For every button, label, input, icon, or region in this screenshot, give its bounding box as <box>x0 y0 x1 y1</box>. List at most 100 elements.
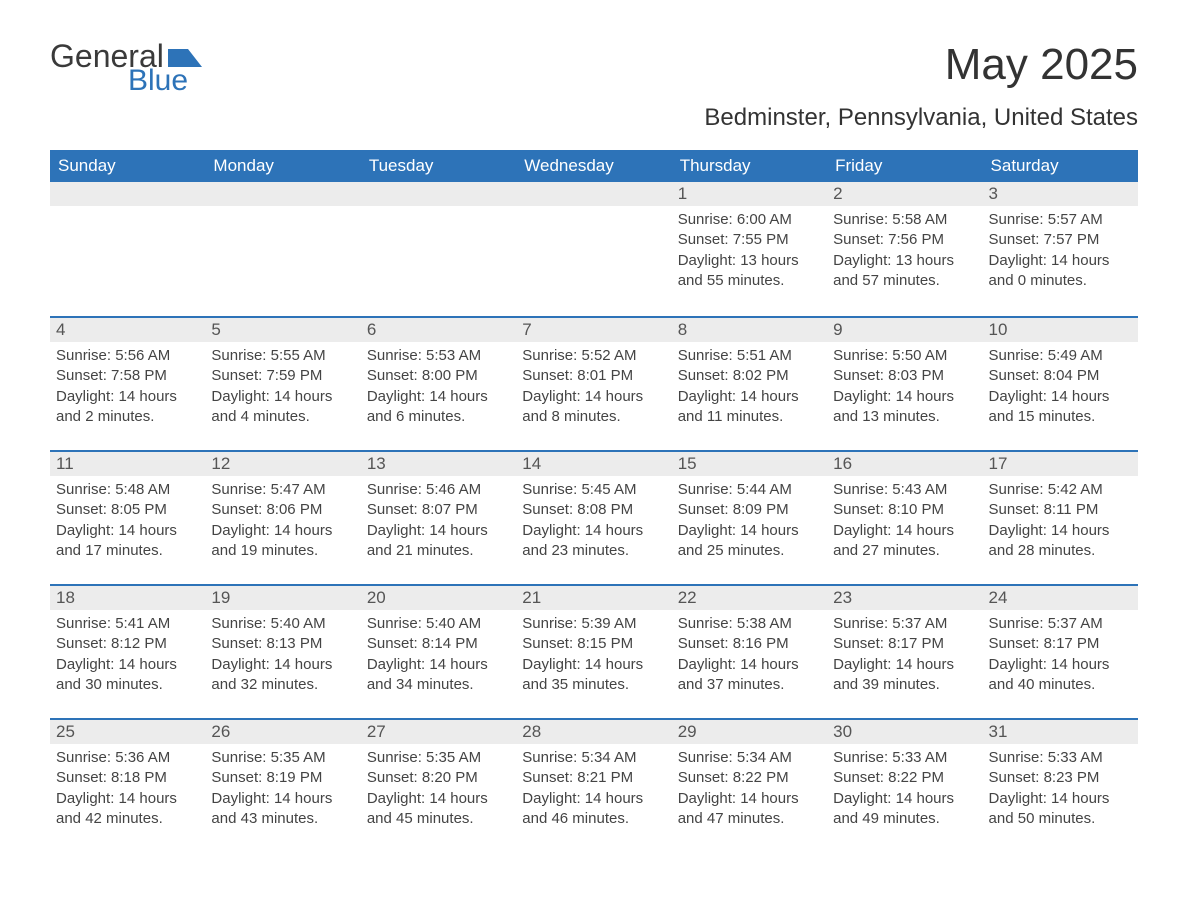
empty-day <box>50 182 205 206</box>
sunset-line: Sunset: 8:16 PM <box>678 634 821 654</box>
sunset-line: Sunset: 7:57 PM <box>989 230 1132 250</box>
sunset-line: Sunset: 8:06 PM <box>211 500 354 520</box>
day-content: Sunrise: 5:40 AMSunset: 8:13 PMDaylight:… <box>205 610 360 699</box>
day-content: Sunrise: 5:46 AMSunset: 8:07 PMDaylight:… <box>361 476 516 565</box>
calendar-day-cell: 18Sunrise: 5:41 AMSunset: 8:12 PMDayligh… <box>50 584 205 718</box>
sunrise-line: Sunrise: 5:44 AM <box>678 480 821 500</box>
calendar-day-cell: 10Sunrise: 5:49 AMSunset: 8:04 PMDayligh… <box>983 316 1138 450</box>
day-number: 9 <box>827 316 982 342</box>
day-number: 31 <box>983 718 1138 744</box>
calendar-day-cell: 23Sunrise: 5:37 AMSunset: 8:17 PMDayligh… <box>827 584 982 718</box>
day-number: 7 <box>516 316 671 342</box>
day-content: Sunrise: 5:53 AMSunset: 8:00 PMDaylight:… <box>361 342 516 431</box>
logo-text-blue: Blue <box>128 66 202 96</box>
sunset-line: Sunset: 8:07 PM <box>367 500 510 520</box>
day-number: 2 <box>827 182 982 206</box>
day-number: 26 <box>205 718 360 744</box>
day-number: 28 <box>516 718 671 744</box>
sunrise-line: Sunrise: 5:37 AM <box>833 614 976 634</box>
calendar-day-cell <box>361 182 516 316</box>
empty-day <box>205 182 360 206</box>
calendar-day-cell: 12Sunrise: 5:47 AMSunset: 8:06 PMDayligh… <box>205 450 360 584</box>
calendar-day-cell: 20Sunrise: 5:40 AMSunset: 8:14 PMDayligh… <box>361 584 516 718</box>
weekday-header: Sunday <box>50 150 205 182</box>
calendar-day-cell: 30Sunrise: 5:33 AMSunset: 8:22 PMDayligh… <box>827 718 982 852</box>
empty-day <box>361 182 516 206</box>
sunrise-line: Sunrise: 5:36 AM <box>56 748 199 768</box>
day-number: 14 <box>516 450 671 476</box>
weekday-header: Wednesday <box>516 150 671 182</box>
daylight-line: Daylight: 14 hours and 4 minutes. <box>211 387 354 428</box>
sunset-line: Sunset: 8:11 PM <box>989 500 1132 520</box>
day-number: 23 <box>827 584 982 610</box>
day-content: Sunrise: 5:52 AMSunset: 8:01 PMDaylight:… <box>516 342 671 431</box>
sunrise-line: Sunrise: 5:50 AM <box>833 346 976 366</box>
sunrise-line: Sunrise: 5:35 AM <box>367 748 510 768</box>
location-text: Bedminster, Pennsylvania, United States <box>704 104 1138 132</box>
calendar-week-row: 4Sunrise: 5:56 AMSunset: 7:58 PMDaylight… <box>50 316 1138 450</box>
day-content: Sunrise: 5:56 AMSunset: 7:58 PMDaylight:… <box>50 342 205 431</box>
day-content: Sunrise: 5:48 AMSunset: 8:05 PMDaylight:… <box>50 476 205 565</box>
calendar-day-cell <box>516 182 671 316</box>
day-content: Sunrise: 5:37 AMSunset: 8:17 PMDaylight:… <box>827 610 982 699</box>
daylight-line: Daylight: 14 hours and 17 minutes. <box>56 521 199 562</box>
weekday-header: Monday <box>205 150 360 182</box>
sunrise-line: Sunrise: 5:33 AM <box>833 748 976 768</box>
day-number: 22 <box>672 584 827 610</box>
calendar-day-cell: 25Sunrise: 5:36 AMSunset: 8:18 PMDayligh… <box>50 718 205 852</box>
calendar-day-cell: 3Sunrise: 5:57 AMSunset: 7:57 PMDaylight… <box>983 182 1138 316</box>
day-number: 20 <box>361 584 516 610</box>
sunrise-line: Sunrise: 5:38 AM <box>678 614 821 634</box>
daylight-line: Daylight: 14 hours and 45 minutes. <box>367 789 510 830</box>
sunset-line: Sunset: 7:56 PM <box>833 230 976 250</box>
sunrise-line: Sunrise: 5:55 AM <box>211 346 354 366</box>
sunset-line: Sunset: 8:04 PM <box>989 366 1132 386</box>
sunset-line: Sunset: 8:20 PM <box>367 768 510 788</box>
daylight-line: Daylight: 14 hours and 11 minutes. <box>678 387 821 428</box>
daylight-line: Daylight: 14 hours and 50 minutes. <box>989 789 1132 830</box>
daylight-line: Daylight: 14 hours and 15 minutes. <box>989 387 1132 428</box>
calendar-day-cell <box>205 182 360 316</box>
day-content: Sunrise: 5:57 AMSunset: 7:57 PMDaylight:… <box>983 206 1138 295</box>
sunrise-line: Sunrise: 5:49 AM <box>989 346 1132 366</box>
sunset-line: Sunset: 8:13 PM <box>211 634 354 654</box>
sunset-line: Sunset: 7:58 PM <box>56 366 199 386</box>
sunrise-line: Sunrise: 5:57 AM <box>989 210 1132 230</box>
calendar-day-cell: 7Sunrise: 5:52 AMSunset: 8:01 PMDaylight… <box>516 316 671 450</box>
day-content: Sunrise: 5:38 AMSunset: 8:16 PMDaylight:… <box>672 610 827 699</box>
day-number: 21 <box>516 584 671 610</box>
day-number: 1 <box>672 182 827 206</box>
sunset-line: Sunset: 8:22 PM <box>833 768 976 788</box>
sunrise-line: Sunrise: 5:42 AM <box>989 480 1132 500</box>
daylight-line: Daylight: 13 hours and 55 minutes. <box>678 251 821 292</box>
day-content: Sunrise: 5:49 AMSunset: 8:04 PMDaylight:… <box>983 342 1138 431</box>
calendar-day-cell: 26Sunrise: 5:35 AMSunset: 8:19 PMDayligh… <box>205 718 360 852</box>
sunrise-line: Sunrise: 5:45 AM <box>522 480 665 500</box>
day-content: Sunrise: 5:35 AMSunset: 8:20 PMDaylight:… <box>361 744 516 833</box>
sunrise-line: Sunrise: 5:48 AM <box>56 480 199 500</box>
calendar-day-cell: 2Sunrise: 5:58 AMSunset: 7:56 PMDaylight… <box>827 182 982 316</box>
weekday-header: Friday <box>827 150 982 182</box>
sunset-line: Sunset: 8:01 PM <box>522 366 665 386</box>
calendar-table: SundayMondayTuesdayWednesdayThursdayFrid… <box>50 150 1138 852</box>
daylight-line: Daylight: 14 hours and 39 minutes. <box>833 655 976 696</box>
calendar-day-cell: 21Sunrise: 5:39 AMSunset: 8:15 PMDayligh… <box>516 584 671 718</box>
day-content: Sunrise: 5:58 AMSunset: 7:56 PMDaylight:… <box>827 206 982 295</box>
sunrise-line: Sunrise: 5:53 AM <box>367 346 510 366</box>
sunset-line: Sunset: 7:59 PM <box>211 366 354 386</box>
sunset-line: Sunset: 8:02 PM <box>678 366 821 386</box>
calendar-day-cell: 15Sunrise: 5:44 AMSunset: 8:09 PMDayligh… <box>672 450 827 584</box>
daylight-line: Daylight: 14 hours and 13 minutes. <box>833 387 976 428</box>
sunrise-line: Sunrise: 5:34 AM <box>678 748 821 768</box>
daylight-line: Daylight: 14 hours and 37 minutes. <box>678 655 821 696</box>
sunset-line: Sunset: 8:09 PM <box>678 500 821 520</box>
sunrise-line: Sunrise: 5:52 AM <box>522 346 665 366</box>
calendar-day-cell: 8Sunrise: 5:51 AMSunset: 8:02 PMDaylight… <box>672 316 827 450</box>
sunset-line: Sunset: 8:10 PM <box>833 500 976 520</box>
day-content: Sunrise: 5:40 AMSunset: 8:14 PMDaylight:… <box>361 610 516 699</box>
daylight-line: Daylight: 14 hours and 8 minutes. <box>522 387 665 428</box>
daylight-line: Daylight: 14 hours and 46 minutes. <box>522 789 665 830</box>
sunrise-line: Sunrise: 5:43 AM <box>833 480 976 500</box>
day-content: Sunrise: 5:33 AMSunset: 8:22 PMDaylight:… <box>827 744 982 833</box>
sunrise-line: Sunrise: 5:33 AM <box>989 748 1132 768</box>
